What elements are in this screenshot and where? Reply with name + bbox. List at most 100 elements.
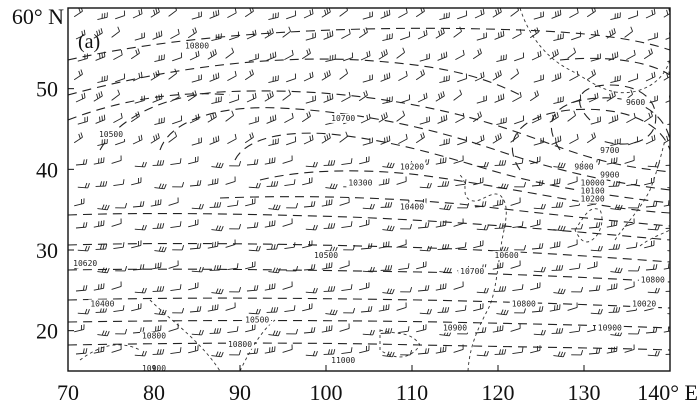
wind-barb	[209, 135, 220, 145]
wind-barb	[75, 222, 88, 229]
wind-barb	[624, 26, 634, 38]
wind-barb	[189, 243, 202, 250]
wind-barb	[610, 138, 621, 147]
wind-barb	[268, 204, 281, 211]
contour-label-bg	[630, 299, 659, 309]
y-tick-label: 50	[36, 77, 58, 102]
wind-barb	[341, 91, 351, 102]
wind-barb	[476, 350, 489, 357]
x-tick-label: 110	[396, 380, 428, 405]
wind-barb	[244, 8, 254, 18]
wind-barb	[398, 8, 408, 18]
wind-barb	[113, 305, 125, 313]
wind-barb	[229, 31, 240, 41]
wind-barb	[608, 51, 619, 61]
wind-barb	[360, 113, 371, 124]
wind-barb	[211, 96, 222, 105]
wind-barb	[437, 244, 450, 250]
contour-label-bg	[458, 267, 487, 277]
wind-barb	[282, 344, 293, 353]
contour-label: 10700	[460, 267, 484, 276]
wind-barb	[154, 54, 165, 63]
wind-barb	[113, 112, 123, 123]
wind-barb	[457, 136, 468, 146]
wind-barb	[496, 117, 507, 126]
wind-barb	[531, 50, 542, 61]
wind-barb	[624, 155, 635, 164]
wind-barb	[77, 116, 88, 125]
wind-barb	[207, 241, 219, 249]
wind-barb	[476, 224, 489, 231]
wind-barb	[209, 9, 220, 19]
wind-barb	[588, 92, 599, 103]
wind-barb	[111, 89, 121, 101]
wind-barb	[569, 70, 579, 81]
contour-label: 10400	[90, 299, 114, 308]
wind-barb	[435, 346, 447, 354]
contour-label-bg	[638, 275, 667, 285]
wind-barb	[362, 329, 375, 336]
wind-barb	[380, 135, 391, 145]
wind-barb	[396, 176, 407, 185]
wind-barb	[415, 8, 425, 18]
contour-label-bg	[329, 113, 358, 123]
wind-barb	[419, 53, 430, 62]
wind-barb	[323, 30, 334, 40]
wind-barb	[362, 11, 373, 20]
wind-barb	[227, 263, 239, 271]
wind-barb	[154, 309, 167, 316]
x-tick-label: 120	[482, 380, 515, 405]
wind-barb	[644, 240, 655, 249]
wind-barb	[606, 157, 618, 165]
wind-barb	[111, 218, 122, 227]
wind-barb	[244, 69, 254, 81]
contour-label: 10200	[400, 162, 424, 171]
wind-barb	[549, 241, 561, 249]
wind-barb	[152, 93, 163, 103]
wind-barb	[115, 266, 128, 272]
wind-barb	[264, 220, 276, 228]
wind-barb	[191, 11, 202, 20]
wind-barb	[286, 10, 297, 20]
wind-barb	[378, 49, 388, 60]
wind-barb	[268, 267, 281, 274]
wind-barb	[170, 158, 182, 166]
wind-barb	[97, 330, 110, 337]
wind-barb	[339, 260, 350, 269]
wind-barb	[362, 137, 373, 146]
wind-barb	[93, 346, 105, 354]
map-frame	[67, 7, 671, 372]
wind-barb	[549, 178, 561, 186]
wind-barb	[628, 10, 639, 20]
wind-barb	[514, 245, 527, 251]
wind-barb	[551, 9, 562, 19]
wind-barb	[476, 161, 489, 168]
wind-barb	[417, 348, 430, 355]
wind-barb	[476, 32, 487, 41]
wind-barb	[492, 199, 504, 207]
wind-barb	[549, 49, 559, 60]
contour-label: 10500	[245, 316, 269, 325]
wind-barb	[339, 197, 350, 206]
wind-barb	[187, 27, 197, 39]
wind-barb	[586, 69, 596, 81]
x-tick-label: 70	[57, 380, 79, 405]
wind-barb	[152, 30, 163, 40]
wind-barb	[115, 10, 126, 20]
contour-label: 10000	[581, 178, 605, 187]
wind-barb	[644, 177, 655, 186]
wind-barb	[93, 28, 103, 39]
wind-barb	[268, 330, 281, 337]
wind-barb	[551, 135, 562, 145]
wind-barb	[588, 348, 601, 355]
wind-barb	[168, 260, 179, 269]
wind-barb	[95, 181, 108, 187]
wind-barb	[227, 200, 239, 208]
wind-barb	[628, 266, 641, 272]
wind-barb	[474, 327, 487, 334]
wind-barb	[610, 204, 623, 211]
contour-label-bg	[88, 299, 117, 309]
wind-barb	[358, 27, 368, 39]
wind-barb	[191, 203, 204, 210]
wind-barb	[417, 92, 428, 103]
